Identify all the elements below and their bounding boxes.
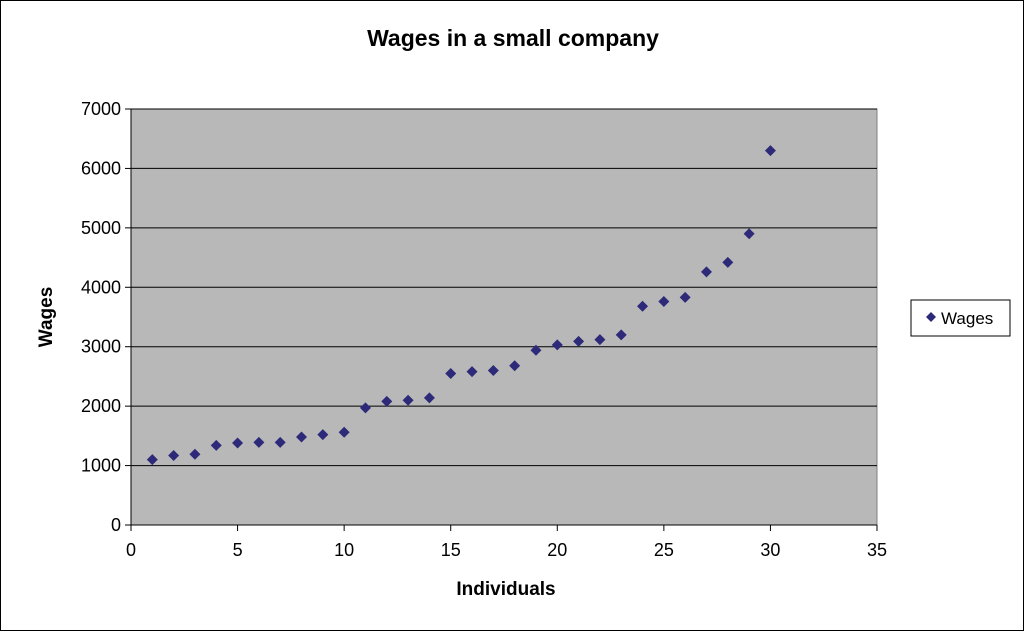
data-point bbox=[700, 266, 712, 278]
data-points bbox=[146, 145, 776, 466]
x-tick-label: 30 bbox=[760, 540, 780, 560]
data-point bbox=[381, 395, 393, 407]
x-tick-label: 35 bbox=[867, 540, 887, 560]
data-point bbox=[445, 367, 457, 379]
x-tick-label: 20 bbox=[547, 540, 567, 560]
data-point bbox=[338, 426, 350, 438]
data-point bbox=[274, 436, 286, 448]
x-tick-label: 25 bbox=[654, 540, 674, 560]
data-point bbox=[594, 334, 606, 346]
data-point bbox=[722, 256, 734, 268]
data-point bbox=[402, 394, 414, 406]
y-tick-label: 0 bbox=[111, 515, 121, 535]
y-tick-label: 7000 bbox=[81, 99, 121, 119]
data-point bbox=[573, 335, 585, 347]
data-point bbox=[551, 339, 563, 351]
y-tick-label: 3000 bbox=[81, 337, 121, 357]
data-point bbox=[423, 392, 435, 404]
y-tick-label: 5000 bbox=[81, 218, 121, 238]
plot-area: 0 1000 2000 3000 4000 5000 6000 7000 0 5 10 15 20 25 3… bbox=[81, 99, 887, 560]
y-tick-label: 6000 bbox=[81, 158, 121, 178]
data-point bbox=[296, 431, 308, 443]
data-point bbox=[253, 436, 265, 448]
data-point bbox=[530, 344, 542, 356]
y-tick-label: 2000 bbox=[81, 396, 121, 416]
legend: Wages bbox=[910, 299, 1011, 337]
x-tick-label: 0 bbox=[126, 540, 136, 560]
plot-background bbox=[130, 108, 878, 526]
data-point bbox=[168, 449, 180, 461]
data-point bbox=[146, 454, 158, 466]
x-tick-label: 15 bbox=[441, 540, 461, 560]
x-axis-label: Individuals bbox=[456, 579, 555, 600]
x-tick-label: 10 bbox=[334, 540, 354, 560]
data-point bbox=[509, 360, 521, 372]
data-point bbox=[189, 448, 201, 460]
data-point bbox=[210, 439, 222, 451]
data-point bbox=[359, 402, 371, 414]
data-point bbox=[232, 437, 244, 449]
data-point bbox=[743, 228, 755, 240]
data-point bbox=[764, 145, 776, 157]
chart-title: Wages in a small company bbox=[367, 25, 659, 51]
legend-marker-diamond bbox=[926, 312, 936, 322]
data-point bbox=[317, 429, 329, 441]
data-point bbox=[637, 300, 649, 312]
x-tick-label: 5 bbox=[233, 540, 243, 560]
data-point bbox=[658, 296, 670, 308]
data-point bbox=[466, 366, 478, 378]
legend-label: Wages bbox=[941, 309, 993, 328]
y-axis-label: Wages bbox=[36, 287, 57, 348]
y-tick-label: 4000 bbox=[81, 277, 121, 297]
data-point bbox=[487, 364, 499, 376]
data-point bbox=[615, 329, 627, 341]
data-point bbox=[679, 291, 691, 303]
y-tick-label: 1000 bbox=[81, 456, 121, 476]
